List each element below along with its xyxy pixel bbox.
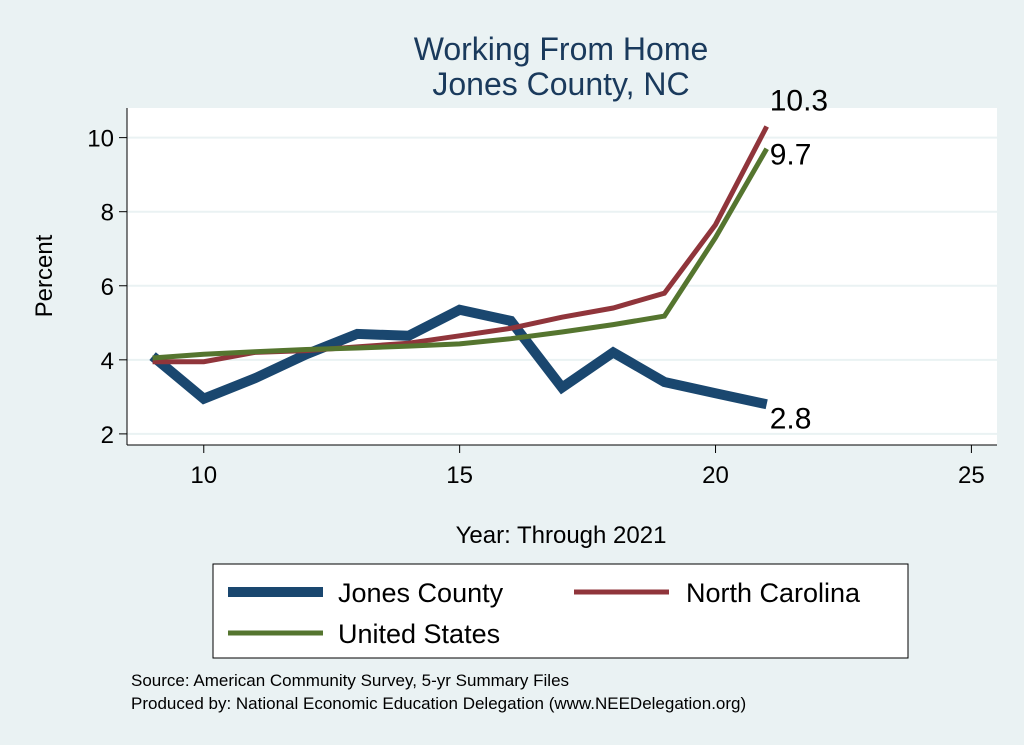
chart-title-line-2: Jones County, NC	[432, 66, 689, 102]
series-line-united-states	[152, 147, 769, 361]
source-note: Source: American Community Survey, 5-yr …	[131, 671, 569, 690]
x-tick-label-15: 15	[446, 462, 473, 489]
end-label-north-carolina: 10.3	[770, 85, 828, 118]
producer-note: Produced by: National Economic Education…	[131, 694, 746, 713]
legend-box	[212, 563, 909, 659]
y-tick-label-2: 2	[101, 422, 114, 449]
end-label-jones-county: 2.8	[770, 402, 812, 435]
plot-area	[127, 108, 997, 445]
legend-label-jones-county: Jones County	[338, 578, 504, 608]
series-line-jones-county	[149, 304, 768, 410]
end-label-united-states: 9.7	[770, 139, 812, 172]
x-tick-label-10: 10	[190, 462, 217, 489]
x-axis-title: Year: Through 2021	[456, 522, 667, 549]
legend-label-north-carolina: North Carolina	[686, 578, 861, 608]
gridlines	[127, 136, 997, 435]
y-axis-title: Percent	[31, 234, 58, 317]
x-axis: 10 15 20 25	[127, 444, 997, 489]
series-lines	[149, 125, 769, 410]
y-tick-label-10: 10	[87, 126, 114, 153]
legend-label-united-states: United States	[338, 619, 500, 649]
end-labels: 2.8 10.3 9.7	[770, 85, 828, 436]
y-tick-label-6: 6	[101, 274, 114, 301]
x-tick-label-20: 20	[702, 462, 729, 489]
legend: Jones County North Carolina United State…	[212, 563, 909, 659]
x-tick-label-25: 25	[958, 462, 985, 489]
y-tick-label-8: 8	[101, 200, 114, 227]
y-axis: 2 4 6 8 10	[87, 108, 128, 449]
y-tick-label-4: 4	[101, 348, 114, 375]
chart-title-line-1: Working From Home	[414, 31, 709, 67]
